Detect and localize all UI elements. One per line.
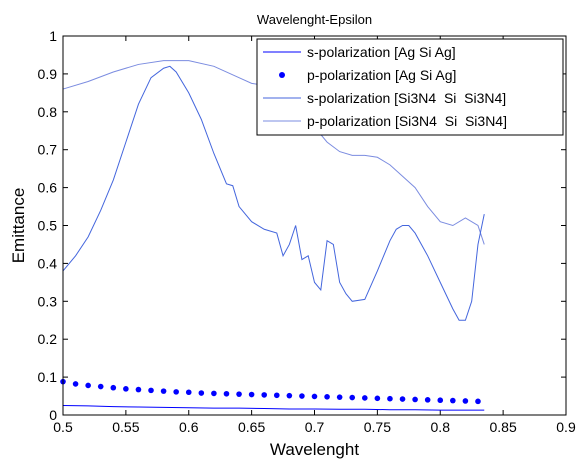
- data-point: [273, 392, 280, 399]
- data-point: [85, 382, 91, 389]
- x-axis-label: Wavelenght: [270, 440, 359, 459]
- series-3: [62, 65, 485, 321]
- data-point: [123, 386, 129, 392]
- data-point: [311, 393, 318, 400]
- x-tick-label: 0.7: [305, 419, 325, 435]
- data-point: [299, 393, 305, 399]
- legend-marker: [279, 72, 285, 78]
- axis-ticks: 0.5 0.55 0.6 0.65 0.7 0.75 0.8 0.85 0.9 0 0.1 0.2 0.…: [38, 28, 576, 435]
- data-point: [261, 392, 268, 398]
- data-point: [437, 397, 444, 404]
- legend-box: [256, 38, 564, 136]
- series-2: [60, 378, 481, 405]
- y-axis-label: Emittance: [9, 188, 28, 264]
- legend-label: p-polarization [Ag Si Ag]: [307, 67, 456, 83]
- y-tick-label: 0.6: [38, 180, 58, 196]
- data-point: [424, 397, 431, 403]
- data-point: [248, 391, 255, 398]
- x-tick-label: 0.75: [364, 419, 391, 435]
- data-point: [185, 389, 192, 396]
- y-tick-label: 0.5: [38, 218, 58, 234]
- axes-box: [62, 35, 567, 416]
- x-tick-label: 0.9: [556, 419, 576, 435]
- x-tick-label: 0.6: [179, 419, 199, 435]
- data-point: [450, 397, 456, 404]
- legend: s-polarization [Ag Si Ag] p-polarization …: [256, 38, 564, 136]
- x-tick-label: 0.8: [431, 419, 451, 435]
- chart-title: Wavelenght-Epsilon: [257, 12, 372, 27]
- data-point: [462, 398, 469, 404]
- data-point: [349, 394, 356, 401]
- data-point: [198, 390, 205, 396]
- data-point: [173, 389, 179, 395]
- y-tick-label: 1: [49, 28, 57, 44]
- data-point: [236, 391, 242, 397]
- data-point: [110, 384, 117, 391]
- data-point: [387, 395, 393, 402]
- data-point: [336, 394, 343, 400]
- y-tick-label: 0: [49, 407, 57, 423]
- y-tick-label: 0.4: [38, 255, 58, 271]
- data-point: [286, 392, 293, 399]
- data-point: [72, 381, 79, 387]
- x-tick-label: 0.55: [112, 419, 139, 435]
- data-point: [148, 387, 154, 394]
- x-tick-label: 0.5: [53, 419, 73, 435]
- data-point: [211, 390, 217, 397]
- data-point: [412, 396, 418, 403]
- y-tick-label: 0.1: [38, 369, 58, 385]
- y-tick-label: 0.2: [38, 331, 58, 347]
- data-point: [135, 386, 142, 393]
- series-line: [62, 405, 485, 411]
- legend-label: s-polarization [Ag Si Ag]: [307, 44, 456, 60]
- y-tick-label: 0.9: [38, 66, 58, 82]
- y-tick-label: 0.8: [38, 104, 58, 120]
- x-tick-label: 0.85: [490, 419, 517, 435]
- y-tick-label: 0.3: [38, 293, 58, 309]
- data-point: [324, 394, 330, 400]
- data-point: [160, 388, 167, 394]
- y-tick-label: 0.7: [38, 142, 58, 158]
- legend-label: s-polarization [Si3N4 Si Si3N4]: [307, 90, 506, 106]
- series-line: [62, 65, 485, 321]
- data-point: [374, 395, 381, 402]
- legend-label: p-polarization [Si3N4 Si Si3N4]: [307, 113, 507, 129]
- x-tick-label: 0.65: [238, 419, 265, 435]
- data-point: [223, 390, 230, 397]
- data-point: [475, 398, 481, 405]
- data-point: [97, 383, 104, 390]
- series-1: [62, 405, 485, 411]
- data-point: [399, 396, 406, 402]
- data-point: [362, 395, 368, 401]
